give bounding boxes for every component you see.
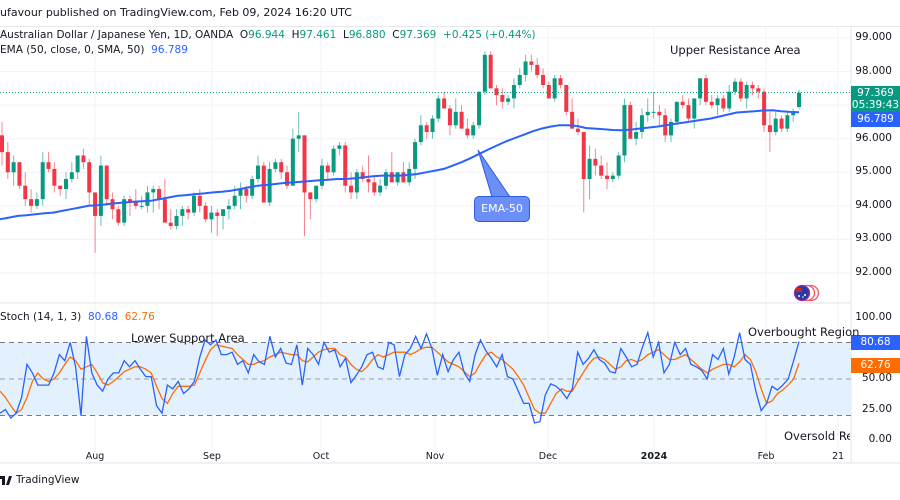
- stoch-tick: 50.00: [861, 372, 892, 384]
- last-price-tag: 97.369 05:39:43: [851, 86, 900, 113]
- symbol-row: Australian Dollar / Japanese Yen, 1D, OA…: [0, 29, 536, 41]
- candlestick-series[interactable]: [0, 51, 801, 253]
- price-tick: 94.000: [855, 199, 892, 211]
- ema-legend-row[interactable]: EMA (50, close, 0, SMA, 50) 96.789: [0, 43, 536, 58]
- stoch-tick: 100.00: [855, 311, 892, 323]
- time-label: Dec: [538, 451, 558, 462]
- time-label: Oct: [312, 451, 330, 462]
- bar-countdown: 05:39:43: [851, 99, 900, 111]
- publish-header: ufavour published on TradingView.com, Fe…: [0, 0, 900, 27]
- stoch-k-value: 80.68: [87, 311, 118, 323]
- last-price: 97.369: [857, 87, 894, 99]
- stoch-d-line[interactable]: [0, 344, 800, 415]
- time-label: Aug: [85, 451, 105, 462]
- price-tick: 92.000: [855, 266, 892, 278]
- time-label: 2024: [640, 451, 668, 462]
- high-value: 97.461: [299, 29, 337, 41]
- stoch-d-tag: 62.76: [851, 358, 900, 373]
- low-value: 96.880: [348, 29, 386, 41]
- ema-50-line[interactable]: [0, 109, 800, 221]
- stoch-legend[interactable]: Stoch (14, 1, 3) 80.68 62.76: [0, 311, 155, 323]
- change-value: +0.425 (+0.44%): [443, 29, 536, 41]
- overbought-annotation[interactable]: Overbought Region: [748, 325, 860, 339]
- tradingview-brand[interactable]: TradingView: [16, 474, 80, 486]
- price-legend: Australian Dollar / Japanese Yen, 1D, OA…: [0, 28, 536, 58]
- lower-support-annotation[interactable]: Lower Support Area: [131, 331, 245, 345]
- upper-resistance-annotation[interactable]: Upper Resistance Area: [670, 43, 801, 57]
- ema-label: EMA (50, close, 0, SMA, 50): [0, 44, 145, 56]
- time-label: Feb: [757, 451, 775, 462]
- stoch-tick: 25.00: [861, 403, 892, 415]
- economic-events-icon[interactable]: [790, 284, 826, 306]
- close-value: 97.369: [399, 29, 437, 41]
- stoch-k-tag: 80.68: [851, 335, 900, 350]
- time-label: Nov: [425, 451, 445, 462]
- ema-price-tag: 96.789: [851, 112, 900, 127]
- stoch-label: Stoch (14, 1, 3): [0, 311, 82, 323]
- stoch-tick: 0.00: [868, 433, 892, 445]
- time-label: Sep: [203, 451, 221, 462]
- published-text: ufavour published on TradingView.com, Fe…: [0, 6, 352, 19]
- tradingview-logo-icon: [0, 475, 12, 485]
- footer: TradingView: [0, 474, 79, 486]
- oversold-annotation[interactable]: Oversold Reg: [784, 429, 850, 443]
- price-tick: 95.000: [855, 165, 892, 177]
- ema-value: 96.789: [151, 44, 188, 56]
- price-tick: 93.000: [855, 232, 892, 244]
- ema-callout[interactable]: EMA-50: [474, 196, 530, 222]
- stoch-d-value: 62.76: [124, 311, 155, 323]
- price-tick: 99.000: [855, 31, 892, 43]
- symbol-name[interactable]: Australian Dollar / Japanese Yen, 1D, OA…: [0, 29, 234, 41]
- stoch-k-line[interactable]: [0, 330, 800, 424]
- time-label: 21: [831, 451, 845, 462]
- price-tick: 96.000: [855, 132, 892, 144]
- open-value: 96.944: [248, 29, 285, 41]
- ema-callout-pointer: [477, 149, 511, 198]
- price-tick: 98.000: [855, 65, 892, 77]
